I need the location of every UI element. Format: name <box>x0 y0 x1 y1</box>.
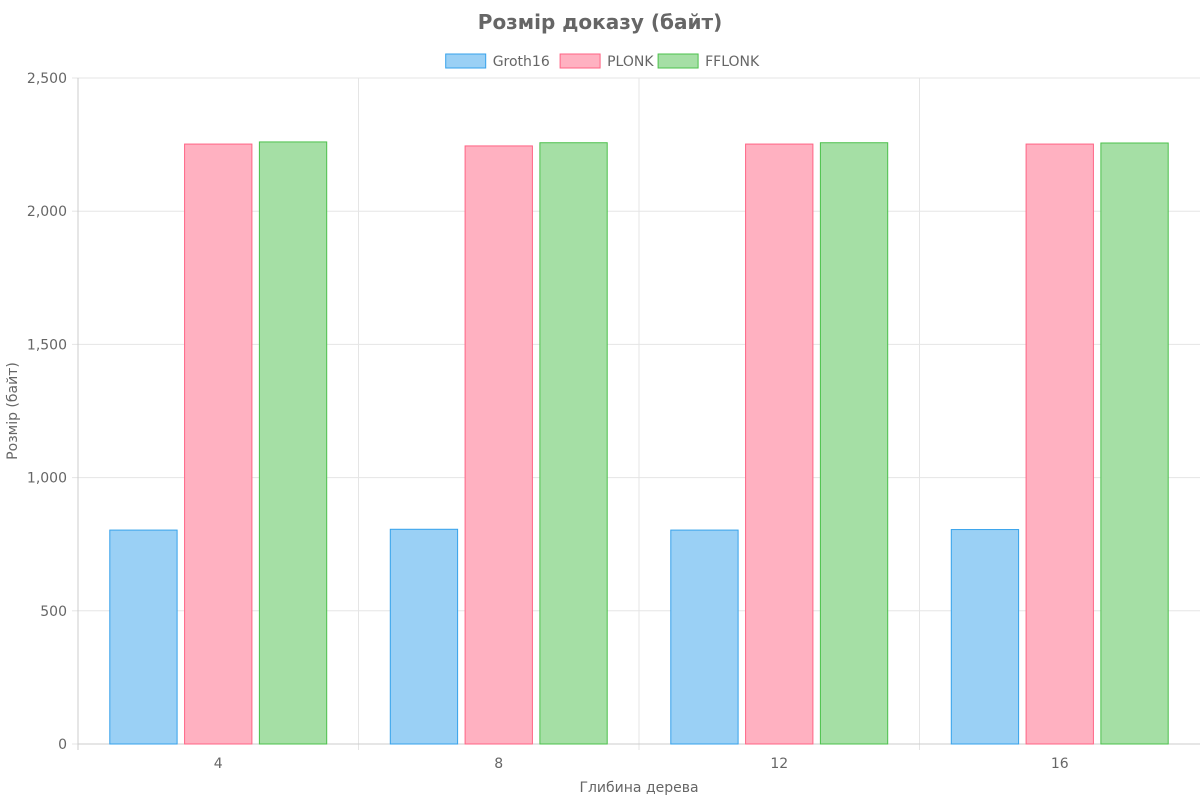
y-tick-label: 2,000 <box>27 204 67 220</box>
legend-item-fflonk[interactable]: FFLONK <box>657 53 760 70</box>
y-axis-title: Розмір (байт) <box>5 362 21 460</box>
bar-plonk-16[interactable] <box>1025 143 1094 745</box>
bar-groth16-12[interactable] <box>670 529 739 745</box>
chart-title: Розмір доказу (байт) <box>478 10 722 34</box>
bar-fflonk-16[interactable] <box>1100 142 1169 745</box>
legend-item-groth16[interactable]: Groth16 <box>445 53 550 70</box>
bar-groth16-8[interactable] <box>389 528 459 745</box>
x-tick-label: 16 <box>1051 756 1069 772</box>
legend-item-plonk[interactable]: PLONK <box>559 53 654 70</box>
x-tick-label: 12 <box>770 756 788 772</box>
legend-swatch <box>559 53 601 69</box>
x-tick-label: 8 <box>494 756 503 772</box>
legend-swatch <box>657 53 699 69</box>
bar-plonk-4[interactable] <box>184 143 253 745</box>
y-tick-label: 500 <box>40 604 67 620</box>
y-tick-label: 0 <box>58 737 67 753</box>
bar-groth16-4[interactable] <box>109 529 178 745</box>
bars <box>109 141 1169 745</box>
bar-fflonk-12[interactable] <box>819 142 889 745</box>
legend-label: PLONK <box>607 54 654 70</box>
legend[interactable]: Groth16 PLONK FFLONK <box>445 53 760 70</box>
bar-fflonk-4[interactable] <box>258 141 328 745</box>
y-tick-label: 1,500 <box>27 337 67 353</box>
legend-swatch <box>445 53 487 69</box>
bar-groth16-16[interactable] <box>950 529 1020 745</box>
tick-labels: 0 500 1,000 1,500 2,000 2,500 4 8 12 16 <box>27 71 1069 772</box>
y-tick-label: 1,000 <box>27 471 67 487</box>
y-tick-label: 2,500 <box>27 71 67 87</box>
legend-label: FFLONK <box>705 54 760 70</box>
bar-plonk-8[interactable] <box>464 145 533 745</box>
x-tick-label: 4 <box>214 756 223 772</box>
x-axis-title: Глибина дерева <box>579 780 698 796</box>
legend-label: Groth16 <box>493 54 550 70</box>
bar-fflonk-8[interactable] <box>539 142 608 745</box>
bar-plonk-12[interactable] <box>745 143 814 745</box>
